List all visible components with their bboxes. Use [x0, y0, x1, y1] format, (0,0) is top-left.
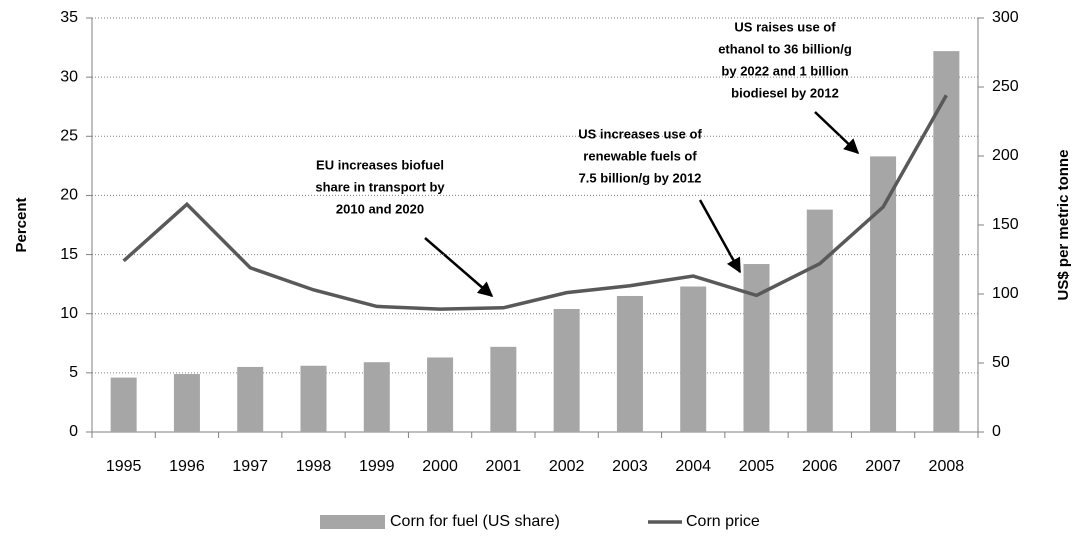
- x-tick-label: 2001: [486, 458, 522, 475]
- x-tick-label: 2000: [422, 458, 458, 475]
- x-tick-label: 1998: [296, 458, 332, 475]
- bar: [427, 357, 454, 432]
- bar: [490, 346, 517, 432]
- y-tick-label: 20: [60, 187, 78, 204]
- bar: [806, 209, 833, 432]
- y2-tick-label: 50: [992, 354, 1010, 371]
- annotation: share in transport by: [315, 179, 445, 194]
- x-tick-label: 2002: [549, 458, 585, 475]
- bar: [553, 308, 580, 432]
- annotation: 2010 and 2020: [336, 201, 424, 216]
- legend-label: Corn for fuel (US share): [390, 513, 560, 530]
- bar: [680, 286, 707, 432]
- y2-tick-label: 200: [992, 147, 1019, 164]
- y2-tick-label: 250: [992, 78, 1019, 95]
- x-tick-label: 1996: [169, 458, 205, 475]
- x-tick-label: 2006: [802, 458, 838, 475]
- x-tick-label: 2008: [929, 458, 965, 475]
- bar: [110, 377, 137, 432]
- x-tick-label: 2003: [612, 458, 648, 475]
- annotation: biodiesel by 2012: [731, 85, 839, 100]
- arrow: [814, 111, 860, 155]
- bar: [870, 156, 897, 432]
- arrows: [424, 111, 860, 297]
- y-tick-label: 15: [60, 246, 78, 263]
- x-tick-label: 1995: [106, 458, 142, 475]
- annotation: ethanol to 36 billion/g: [718, 41, 852, 56]
- x-tick-label: 2004: [675, 458, 711, 475]
- y-tick-label: 0: [69, 423, 78, 440]
- arrow: [424, 237, 494, 297]
- bar: [616, 295, 643, 432]
- bar: [300, 365, 327, 432]
- annotation: renewable fuels of: [583, 148, 697, 163]
- x-tick-label: 2005: [739, 458, 775, 475]
- annotation: US increases use of: [578, 126, 702, 141]
- annotation: EU increases biofuel: [316, 157, 444, 172]
- bar: [237, 366, 264, 432]
- y-tick-label: 25: [60, 128, 78, 145]
- annotation: by 2022 and 1 billion: [721, 63, 848, 78]
- y-tick-label: 10: [60, 305, 78, 322]
- bar: [933, 51, 960, 433]
- bar: [173, 374, 200, 432]
- y2-tick-label: 100: [992, 285, 1019, 302]
- x-tick-label: 1997: [232, 458, 268, 475]
- x-tick-label: 1999: [359, 458, 395, 475]
- arrow: [698, 199, 742, 274]
- y2-tick-label: 300: [992, 9, 1019, 26]
- annotation: 7.5 billion/g by 2012: [579, 170, 702, 185]
- y2-tick-label: 150: [992, 216, 1019, 233]
- y-tick-label: 30: [60, 68, 78, 85]
- x-tick-label: 2007: [865, 458, 901, 475]
- y2-axis-title: US$ per metric tonne: [1055, 150, 1072, 301]
- annotation: US raises use of: [734, 19, 836, 34]
- line: [122, 94, 948, 311]
- y-tick-label: 5: [69, 364, 78, 381]
- y2-tick-label: 0: [992, 423, 1001, 440]
- y-axis-title: Percent: [13, 197, 30, 252]
- y-tick-label: 35: [60, 9, 78, 26]
- legend-label: Corn price: [686, 513, 760, 530]
- bar: [363, 362, 390, 432]
- legend-swatch: [320, 515, 385, 529]
